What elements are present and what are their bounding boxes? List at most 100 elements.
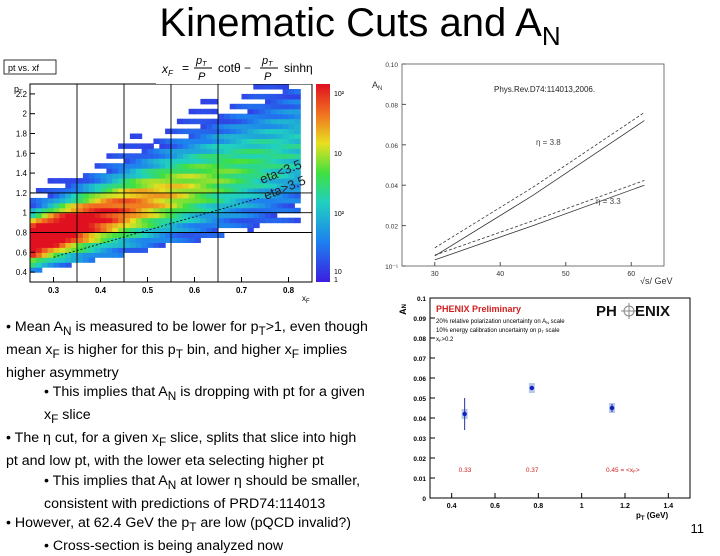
left-xtick-label: 0.4 [95, 286, 107, 295]
phenix-xtick-label: 0.4 [447, 503, 457, 510]
title-sub: N [541, 21, 561, 51]
left-ytick-label: 2 [23, 110, 28, 119]
data-point [462, 411, 467, 417]
left-plot-ylabel: pT [14, 84, 23, 96]
svg-text:pT: pT [261, 55, 273, 68]
left-plot-title: pt vs. xf [8, 63, 40, 73]
theory-curve [434, 184, 645, 261]
legend-line-2: 10% energy calibration uncertainty on pT… [436, 328, 560, 334]
legend-title: PHENIX Preliminary [436, 304, 521, 314]
left-ytick-label: 0.6 [16, 248, 28, 257]
curve-label-eta33: η = 3.3 [596, 197, 621, 206]
svg-text:=: = [182, 61, 189, 75]
legend-line-1: 20% relative polarization uncertainty on… [436, 319, 565, 325]
svg-text:sinhη: sinhη [284, 61, 313, 75]
theory-ytick-label: 0.10 [385, 62, 398, 69]
left-ytick-label: 1.4 [16, 169, 28, 178]
theory-ytick-label: 10⁻¹ [385, 264, 399, 271]
left-ytick-label: 0.4 [16, 268, 28, 277]
mean-xf-label: 0.37 [526, 467, 539, 474]
colorbar [316, 84, 330, 282]
phenix-an-vs-pt-plot: AN 0.1 0.09 0.08 0.07 0.06 0.05 0.04 0.03 0.02 0.… [394, 290, 706, 522]
cut-lines [30, 84, 312, 282]
phenix-ytick-label: 0.03 [413, 436, 426, 443]
curve-label-eta38: η = 3.8 [536, 138, 561, 147]
left-ytick-label: 1.8 [16, 130, 28, 139]
data-point [609, 405, 615, 411]
svg-text:xF: xF [161, 62, 174, 78]
pt-vs-xf-heatmap: pt vs. xf pT 2.221.81.61.41.210.80.60.4 … [0, 56, 360, 306]
theory-curve [434, 112, 645, 249]
svg-text:PH: PH [596, 303, 617, 320]
phenix-ytick-label: 0.07 [413, 356, 426, 363]
phenix-xtick-label: 1.2 [620, 503, 630, 510]
svg-text:P: P [198, 71, 206, 83]
theory-ytick-label: 0.04 [385, 183, 398, 190]
left-xtick-label: 0.6 [189, 286, 201, 295]
bullet-list: • Mean AN is measured to be lower for pT… [6, 318, 408, 556]
phenix-ylabel: AN [398, 304, 408, 315]
left-ytick-label: 1 [23, 209, 28, 218]
phenix-ytick-label: 0.05 [413, 396, 426, 403]
left-ytick-label: 0.8 [16, 229, 28, 238]
phenix-ytick-label: 0.06 [413, 376, 426, 383]
phenix-ytick-label: 0.02 [413, 456, 426, 463]
title-main: Kinematic Cuts and A [159, 1, 542, 45]
bullet-2a-line-2: consistent with predictions of PRD74:114… [44, 495, 326, 512]
svg-text:pT: pT [195, 55, 207, 68]
svg-text:ENIX: ENIX [635, 303, 670, 320]
theory-ytick-label: 0.08 [385, 102, 398, 109]
an-vs-sqrts-theory-plot: AN Phys.Rev.D74:114013,2006. 0.10 0.08 0.0… [364, 52, 720, 290]
bullet-1a-line-1: • This implies that AN is dropping with … [44, 384, 365, 404]
bullet-2-line-2: pt and low pt, with the lower eta select… [6, 453, 324, 470]
left-xtick-label: 0.3 [48, 286, 60, 295]
phenix-ytick-label: 0 [422, 496, 426, 503]
bullet-2a-line-1: • This implies that AN at lower η should… [44, 472, 361, 492]
left-ytick-label: 2.2 [16, 90, 28, 99]
left-xtick-label: 0.8 [283, 286, 295, 295]
theory-xtick-label: 50 [562, 271, 570, 278]
colorbar-tick-label: 10 [334, 151, 342, 158]
phenix-ytick-label: 0.01 [413, 476, 426, 483]
theory-ytick-label: 0.06 [385, 143, 398, 150]
phenix-xtick-label: 1.4 [663, 503, 673, 510]
slide-title: Kinematic Cuts and AN [0, 0, 720, 59]
colorbar-tick-label: 10² [334, 91, 345, 98]
colorbar-tick-label: 1 [334, 277, 338, 284]
theory-ytick-label: 0.02 [385, 224, 398, 231]
phenix-xtick-label: 0.8 [533, 503, 543, 510]
theory-xtick-label: 60 [627, 271, 635, 278]
svg-text:cotθ −: cotθ − [218, 61, 251, 75]
bullet-2-line-1: • The η cut, for a given xF slice, split… [6, 430, 357, 450]
phenix-ytick-label: 0.08 [413, 336, 426, 343]
xf-formula: xF = pT P cotθ − pT P sinhη [156, 52, 388, 84]
phenix-ytick-label: 0.1 [417, 296, 426, 303]
left-plot-xlabel: xF [302, 294, 310, 305]
data-point [529, 385, 535, 391]
phenix-xtick-label: 1 [580, 503, 584, 510]
bullet-1a-line-2: xF slice [44, 407, 91, 427]
svg-text:P: P [264, 71, 272, 83]
legend-line-3: xF>0.2 [436, 337, 454, 343]
phenix-xlabel: pT (GeV) [636, 511, 668, 522]
theory-ylabel: AN [372, 80, 382, 92]
theory-xtick-label: 30 [431, 271, 439, 278]
bullet-1-line-3: higher asymmetry [6, 365, 119, 382]
theory-xlabel: √s/ GeV [640, 276, 672, 286]
heatmap-cells [30, 84, 301, 273]
left-xtick-label: 0.5 [142, 286, 154, 295]
theory-xtick-label: 40 [496, 271, 504, 278]
phenix-logo: PH ENIX [596, 303, 670, 320]
theory-reference: Phys.Rev.D74:114013,2006. [494, 85, 595, 94]
bullet-1-line-1: • Mean AN is measured to be lower for pT… [6, 319, 368, 338]
colorbar-tick-label: 10² [334, 211, 345, 218]
bullet-1-line-2: mean xF is higher for this pT bin, and h… [6, 342, 348, 361]
left-ytick-label: 1.6 [16, 149, 28, 158]
phenix-ytick-label: 0.09 [413, 316, 426, 323]
left-plot-frame [29, 83, 313, 283]
bullet-3-line-1: • However, at 62.4 GeV the pT are low (p… [6, 514, 351, 534]
mean-xf-label: 0.33 [459, 467, 472, 474]
theory-curve [434, 120, 645, 257]
colorbar-tick-label: 10 [334, 269, 342, 276]
left-xtick-label: 0.7 [236, 286, 248, 295]
